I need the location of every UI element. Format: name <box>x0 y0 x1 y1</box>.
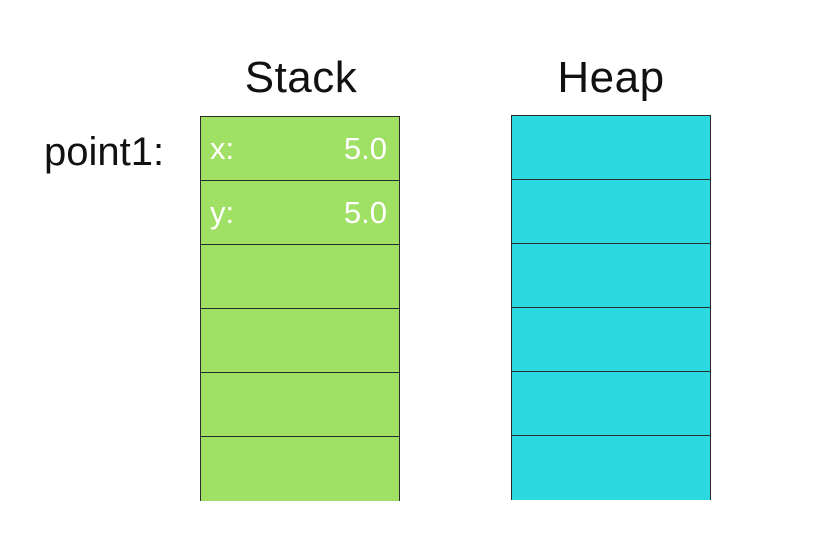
heap-cell <box>512 180 710 244</box>
field-value-y: 5.0 <box>343 195 387 230</box>
stack-cell <box>201 373 399 437</box>
field-name-x: x: <box>210 131 235 166</box>
variable-label-point1: point1: <box>44 130 165 174</box>
stack-cell: x: 5.0 <box>201 117 399 181</box>
heap-cell <box>512 308 710 372</box>
field-name-y: y: <box>210 195 235 230</box>
heap-cell <box>512 372 710 436</box>
stack-cell <box>201 309 399 373</box>
stack-cell <box>201 245 399 309</box>
heap-cell <box>512 244 710 308</box>
heap-column <box>511 115 711 500</box>
heap-cell <box>512 436 710 500</box>
heap-cell <box>512 116 710 180</box>
stack-cell <box>201 437 399 501</box>
stack-title: Stack <box>244 53 358 102</box>
stack-column: x: 5.0 y: 5.0 <box>200 116 400 501</box>
stack-cell: y: 5.0 <box>201 181 399 245</box>
field-value-x: 5.0 <box>343 131 387 166</box>
heap-title: Heap <box>557 53 665 102</box>
